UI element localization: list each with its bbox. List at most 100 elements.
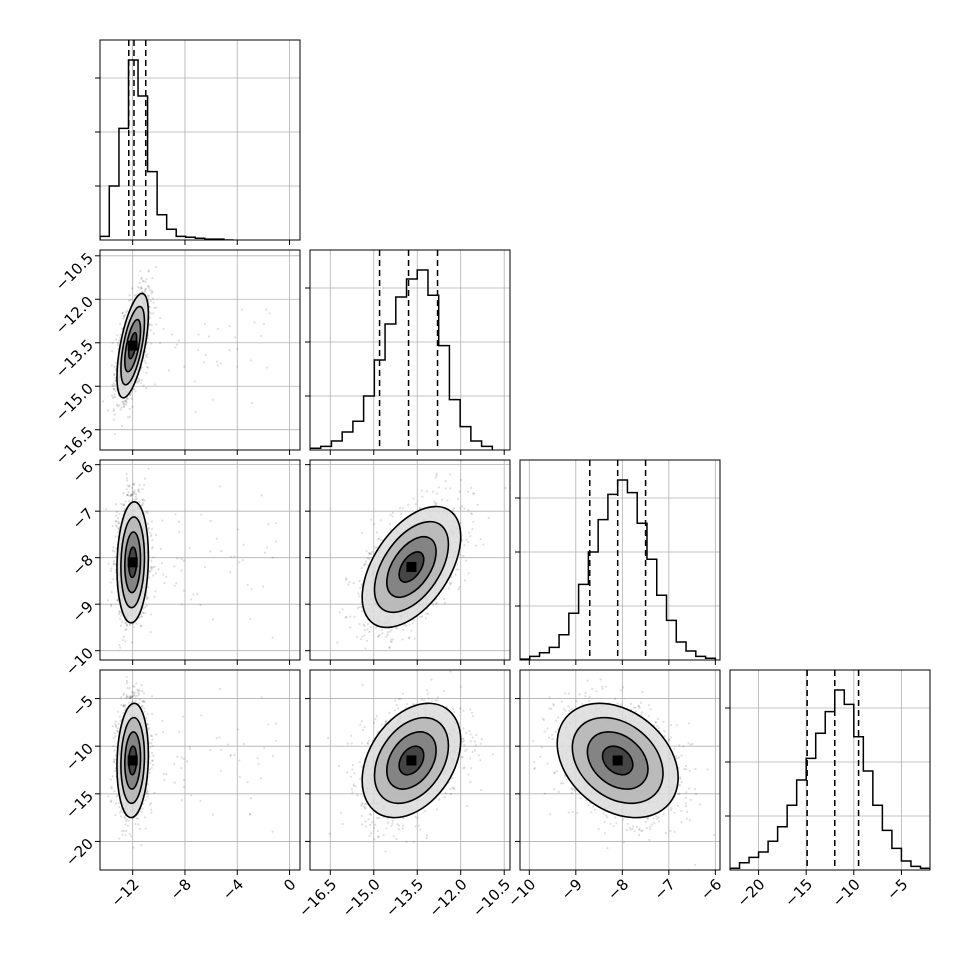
sample-point [151, 759, 154, 762]
sample-point [265, 366, 268, 369]
sample-point [260, 494, 263, 497]
sample-point [131, 493, 134, 496]
sample-point [151, 744, 154, 748]
sample-point [128, 494, 131, 497]
sample-point [173, 584, 176, 588]
sample-point [114, 389, 117, 393]
sample-point [194, 410, 197, 413]
sample-point [112, 737, 115, 740]
sample-point [151, 276, 154, 280]
sample-point [140, 615, 143, 618]
sample-point [388, 646, 391, 650]
sample-point [218, 485, 222, 488]
sample-point [142, 498, 145, 501]
sample-point [148, 286, 151, 289]
sample-point [345, 578, 348, 581]
sample-point [229, 571, 232, 574]
sample-point [127, 299, 131, 302]
sample-point [122, 704, 125, 707]
sample-point [211, 398, 214, 401]
sample-point [462, 555, 465, 558]
sample-point [120, 406, 123, 409]
sample-point [132, 691, 135, 694]
sample-point [197, 333, 200, 336]
sample-point [161, 519, 164, 522]
sample-point [131, 700, 134, 703]
sample-point [140, 504, 143, 507]
sample-point [136, 381, 139, 384]
sample-point [175, 582, 178, 585]
sample-point [147, 467, 150, 470]
sample-point [117, 710, 120, 713]
sample-point [408, 636, 411, 639]
sample-point [119, 815, 123, 818]
sample-point [238, 775, 241, 778]
sample-point [162, 573, 165, 576]
sample-point [147, 528, 150, 531]
sample-point [126, 397, 129, 400]
sample-point [129, 393, 132, 396]
sample-point [173, 763, 176, 766]
sample-point [265, 546, 269, 549]
sample-point [135, 622, 138, 625]
sample-point [141, 705, 144, 708]
sample-point [149, 734, 152, 737]
sample-point [267, 723, 270, 726]
sample-point [131, 498, 134, 501]
sample-point [150, 342, 153, 345]
sample-point [155, 265, 158, 269]
density-peak [406, 561, 417, 572]
sample-point [474, 544, 477, 547]
histogram-step-p4 [730, 689, 930, 870]
sample-point [229, 555, 232, 558]
histogram-step-p1 [100, 59, 234, 240]
sample-point [145, 387, 148, 390]
sample-point [385, 635, 388, 638]
sample-point [145, 792, 148, 795]
sample-point [449, 583, 452, 586]
sample-point [162, 327, 165, 330]
sample-point [149, 312, 152, 315]
sample-point [374, 546, 377, 549]
sample-point [150, 766, 153, 769]
sample-point [271, 636, 274, 639]
sample-point [457, 588, 460, 591]
sample-point [113, 365, 116, 369]
scatter-panel-2-1 [310, 460, 510, 660]
sample-point [115, 547, 118, 550]
sample-point [118, 715, 121, 718]
sample-point [145, 278, 148, 281]
sample-point [148, 306, 152, 309]
scatter-panel-1-0 [100, 250, 300, 450]
sample-point [353, 615, 356, 618]
scatter-panel-3-0 [100, 670, 300, 870]
sample-point [411, 622, 414, 625]
sample-point [163, 778, 166, 782]
sample-point [448, 582, 451, 585]
sample-point [183, 365, 186, 368]
sample-point [176, 557, 179, 560]
sample-point [377, 538, 380, 541]
sample-point [112, 560, 116, 563]
sample-point [145, 596, 148, 599]
sample-point [148, 576, 151, 579]
sample-point [110, 567, 113, 570]
sample-point [152, 312, 155, 315]
sample-point [146, 512, 149, 515]
sample-point [381, 632, 384, 635]
sample-point [109, 581, 112, 584]
sample-point [178, 530, 181, 534]
sample-point [130, 691, 134, 694]
sample-point [209, 749, 212, 752]
sample-point [121, 312, 124, 315]
sample-point [123, 503, 126, 506]
sample-point [377, 537, 381, 540]
sample-point [143, 606, 147, 609]
sample-point [152, 556, 155, 559]
sample-point [456, 563, 459, 567]
sample-point [432, 603, 435, 606]
sample-point [379, 519, 382, 522]
sample-point [390, 628, 393, 632]
sample-point [123, 815, 126, 819]
sample-point [459, 507, 462, 510]
